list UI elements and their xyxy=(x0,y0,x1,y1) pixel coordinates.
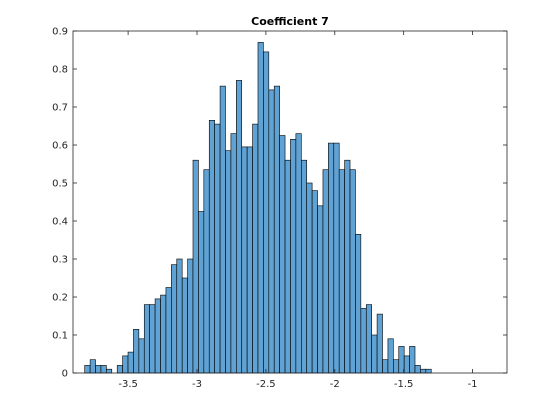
histogram-bar xyxy=(138,338,145,374)
histogram-bar xyxy=(311,190,318,374)
y-tick-label: 0.4 xyxy=(52,217,68,228)
histogram-bar xyxy=(414,365,421,374)
histogram-bar xyxy=(225,150,232,374)
histogram-bar xyxy=(328,142,335,374)
histogram-bar xyxy=(257,42,264,374)
histogram-bar xyxy=(246,146,253,374)
histogram-bar xyxy=(143,304,150,374)
y-tick-label: 0.9 xyxy=(52,27,68,38)
histogram-bar xyxy=(409,346,416,374)
plot-frame xyxy=(72,30,508,374)
histogram-bar xyxy=(290,139,297,374)
y-axis-ticks: 0 0.1 0.2 0.3 0.4 0.5 0.6 0.7 0.8 0.9 xyxy=(52,27,507,380)
histogram-bar xyxy=(192,159,199,374)
histogram-bar xyxy=(252,123,259,374)
histogram-bar xyxy=(187,258,194,374)
x-tick-label: -1.5 xyxy=(394,379,414,390)
histogram-bar xyxy=(181,277,188,374)
histogram-bar xyxy=(89,359,96,374)
y-tick-label: 0.5 xyxy=(52,179,68,190)
histogram-bar xyxy=(365,304,372,374)
histogram-bar xyxy=(333,142,340,374)
histogram-bar xyxy=(263,51,270,374)
histogram-bar xyxy=(127,351,134,374)
histogram-bar xyxy=(176,258,183,374)
histogram-bar xyxy=(306,182,313,374)
y-tick-label: 0.2 xyxy=(52,293,68,304)
chart-title: Coefficient 7 xyxy=(251,15,329,28)
y-tick-label: 0.6 xyxy=(52,141,68,152)
histogram-bar xyxy=(420,368,427,374)
histogram-bar xyxy=(387,338,394,374)
x-axis-ticks: -3.5 -3 -2.5 -2 -1.5 -1 xyxy=(118,31,478,390)
histogram-bar xyxy=(284,159,291,374)
x-tick-label: -3.5 xyxy=(118,379,138,390)
histogram-bar xyxy=(403,355,410,374)
histogram-bar xyxy=(393,359,400,374)
histogram-bar xyxy=(317,205,324,374)
histogram-bar xyxy=(198,211,205,374)
histogram-bar xyxy=(382,359,389,374)
histogram-bar xyxy=(295,133,302,374)
y-tick-label: 0 xyxy=(62,369,68,380)
histogram-bar xyxy=(371,334,378,374)
x-tick-label: -3 xyxy=(192,379,202,390)
histogram-bar xyxy=(149,304,156,374)
histogram-bar xyxy=(106,368,113,374)
histogram-bar xyxy=(165,287,172,374)
histogram-bar xyxy=(203,169,210,374)
histogram-bar xyxy=(300,159,308,374)
histogram-bar xyxy=(230,133,237,374)
histogram-bar xyxy=(322,169,329,374)
histogram-bar xyxy=(376,313,383,374)
histogram-bar xyxy=(360,308,367,374)
histogram-bar xyxy=(171,264,178,374)
histogram-bar xyxy=(268,89,275,374)
histogram-bar xyxy=(349,169,356,374)
histogram-bar xyxy=(122,355,129,374)
histogram-bar xyxy=(219,85,226,374)
histogram-bar xyxy=(279,135,286,374)
histogram-bar xyxy=(154,298,161,374)
x-tick-label: -1 xyxy=(468,379,478,390)
histogram-bar xyxy=(133,328,140,374)
histogram-bar xyxy=(241,146,248,374)
histogram-bar xyxy=(344,159,351,374)
histogram-bar xyxy=(160,294,167,374)
y-tick-label: 0.8 xyxy=(52,65,68,76)
y-tick-label: 0.3 xyxy=(52,255,68,266)
histogram-bar xyxy=(338,169,345,374)
histogram-bar xyxy=(236,80,243,374)
histogram-bar xyxy=(95,365,102,374)
y-tick-label: 0.1 xyxy=(52,331,68,342)
x-tick-label: -2 xyxy=(330,379,340,390)
histogram-bar xyxy=(84,365,91,374)
y-tick-label: 0.7 xyxy=(52,103,68,114)
x-tick-label: -2.5 xyxy=(256,379,276,390)
histogram-bar xyxy=(355,234,362,374)
histogram-bar xyxy=(214,123,221,374)
histogram-bar xyxy=(116,365,123,374)
histogram-bar xyxy=(425,368,432,374)
histogram-bar xyxy=(100,365,107,374)
histogram-bar xyxy=(208,120,215,374)
histogram-bar xyxy=(273,85,280,374)
